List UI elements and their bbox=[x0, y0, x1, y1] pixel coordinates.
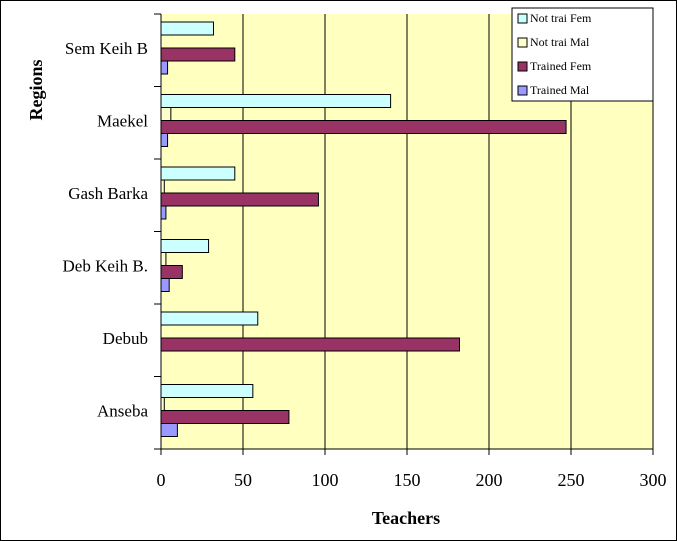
y-tick-label: Anseba bbox=[97, 402, 148, 421]
x-tick-label: 0 bbox=[157, 470, 166, 490]
legend-swatch bbox=[517, 85, 528, 96]
legend-label: Trained Mal bbox=[530, 83, 590, 97]
y-tick-label: Sem Keih B bbox=[65, 39, 148, 58]
bar bbox=[160, 252, 167, 266]
bar bbox=[160, 47, 236, 62]
bar bbox=[160, 205, 167, 220]
bar bbox=[160, 239, 210, 253]
y-tick-label: Deb Keih B. bbox=[63, 257, 148, 276]
y-tick-label: Gash Barka bbox=[68, 184, 148, 203]
bar bbox=[160, 21, 214, 36]
bar bbox=[160, 265, 183, 279]
legend-label: Trained Fem bbox=[530, 59, 592, 73]
x-tick-label: 250 bbox=[558, 470, 585, 490]
x-tick-label: 50 bbox=[234, 470, 252, 490]
legend-swatch bbox=[517, 37, 528, 48]
legend-swatch bbox=[517, 61, 528, 72]
bar bbox=[160, 107, 172, 121]
bar bbox=[160, 337, 460, 352]
bar bbox=[160, 423, 178, 437]
y-axis-label: Regions bbox=[26, 59, 46, 120]
bar bbox=[160, 384, 254, 398]
bar bbox=[160, 278, 170, 292]
y-tick-label: Maekel bbox=[97, 112, 148, 131]
bar bbox=[160, 120, 567, 134]
bar bbox=[160, 166, 236, 181]
x-tick-label: 150 bbox=[394, 470, 421, 490]
bar bbox=[160, 311, 259, 326]
x-tick-label: 200 bbox=[476, 470, 503, 490]
bar bbox=[160, 410, 290, 424]
y-tick-label: Debub bbox=[103, 329, 148, 348]
x-tick-label: 300 bbox=[640, 470, 667, 490]
x-tick-label: 100 bbox=[312, 470, 339, 490]
bar bbox=[160, 94, 392, 108]
legend-label: Not trai Mal bbox=[530, 35, 590, 49]
x-axis-label: Teachers bbox=[372, 508, 440, 528]
legend-swatch bbox=[517, 13, 528, 24]
bar bbox=[160, 192, 319, 207]
legend bbox=[511, 7, 654, 102]
bar bbox=[160, 60, 169, 75]
legend-label: Not trai Fem bbox=[530, 11, 592, 25]
bar bbox=[160, 133, 169, 147]
